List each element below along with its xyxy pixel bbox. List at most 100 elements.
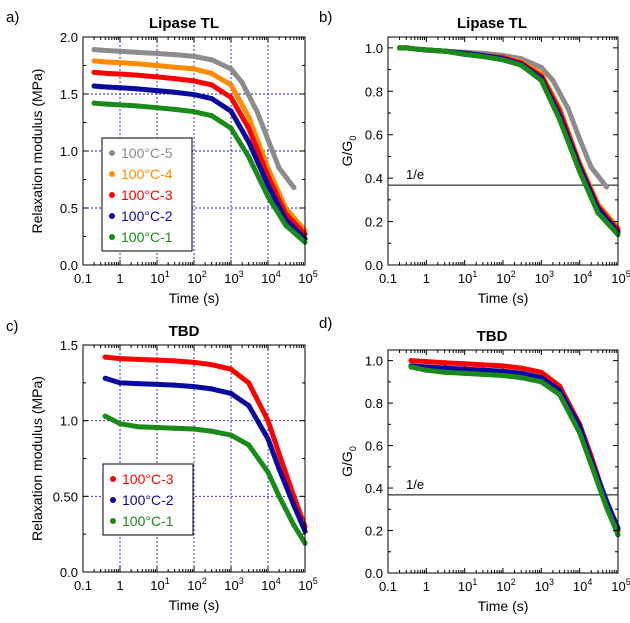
- x-tick-label: 103: [224, 269, 243, 286]
- chart-title: TBD: [169, 323, 200, 340]
- y-tick-label: 1.0: [365, 354, 383, 369]
- x-tick-label: 102: [187, 269, 206, 286]
- series-line: [91, 69, 308, 237]
- legend-marker: [110, 497, 116, 503]
- legend-label: 100°C-4: [121, 166, 173, 182]
- series-line: [102, 354, 308, 530]
- x-tick-label: 0.1: [74, 271, 92, 286]
- series-line: [102, 413, 308, 546]
- series-100-C-2: [91, 83, 308, 242]
- y-tick-label: 0.6: [365, 128, 383, 143]
- panel-label: c): [6, 318, 19, 335]
- x-tick-label: 101: [150, 269, 169, 286]
- y-tick-label: 0.6: [365, 439, 383, 454]
- y-tick-label: 0.5: [60, 201, 78, 216]
- x-tick-label: 101: [458, 269, 477, 286]
- x-tick-label: 105: [298, 269, 317, 286]
- x-tick-label: 103: [535, 577, 554, 594]
- legend-marker: [110, 476, 116, 482]
- series-3: [396, 45, 621, 236]
- series-line: [408, 364, 621, 538]
- x-tick-label: 105: [611, 577, 630, 594]
- legend-label: 100°C-3: [121, 187, 173, 203]
- legend-label: 100°C-5: [121, 145, 173, 161]
- panel-label: a): [6, 9, 19, 26]
- y-axis-label: G/G0: [339, 136, 358, 167]
- x-tick-label: 104: [573, 269, 592, 286]
- legend-marker: [109, 234, 115, 240]
- chart-title: TBD: [477, 328, 508, 345]
- series-line: [397, 45, 621, 231]
- y-tick-label: 0.50: [53, 489, 78, 504]
- legend: 100°C-5 100°C-4 100°C-3 100°C-2 100°C-1: [101, 137, 193, 252]
- x-tick-label: 102: [496, 269, 515, 286]
- series-2: [408, 364, 621, 538]
- x-tick-label: 105: [611, 269, 630, 286]
- y-tick-label: 0.4: [365, 481, 383, 496]
- legend-label: 100°C-2: [121, 208, 173, 224]
- plot-frame: [387, 349, 619, 574]
- panel-c: 0.1 1 101 102 103 104 105 0.0 0.50 1.0 1.5 Time (s)…: [6, 318, 318, 613]
- legend: 100°C-3 100°C-2 100°C-1: [102, 463, 194, 536]
- series-4: [396, 45, 621, 238]
- series-line: [397, 45, 621, 233]
- y-axis-label: Relaxation modulus (MPa): [29, 376, 45, 541]
- x-tick-label: 1: [116, 271, 123, 286]
- series-1: [396, 45, 621, 231]
- series-1: [408, 363, 621, 532]
- y-axis-label: G/G0: [339, 446, 358, 477]
- series-line: [397, 45, 621, 238]
- x-tick-label: 105: [298, 576, 317, 593]
- x-tick-label: 101: [150, 576, 169, 593]
- x-tick-label: 0.1: [74, 578, 92, 593]
- series-line: [91, 58, 308, 234]
- chart-title: Lipase TL: [457, 15, 527, 32]
- x-tick-label: 0.1: [379, 579, 397, 594]
- y-tick-label: 0.0: [60, 565, 78, 580]
- y-tick-label: 0.2: [365, 524, 383, 539]
- series-line: [91, 83, 308, 242]
- legend-marker: [110, 518, 116, 524]
- chart-title: Lipase TL: [149, 15, 219, 32]
- y-tick-label: 1.0: [60, 414, 78, 429]
- x-tick-label: 0.1: [379, 271, 397, 286]
- y-tick-label: 0.0: [365, 566, 383, 581]
- legend-box: [102, 463, 194, 536]
- legend-box: [101, 137, 193, 252]
- legend-marker: [109, 192, 115, 198]
- x-tick-label: 1: [423, 271, 430, 286]
- panel-d: 1/e 0.1 1 101 102 103 104 105 0.0 0.2 0.4 0.6 0.8 1.0…: [319, 315, 630, 614]
- series-2: [396, 45, 621, 233]
- x-tick-label: 1: [423, 579, 430, 594]
- series-line: [102, 375, 308, 534]
- legend-marker: [109, 171, 115, 177]
- y-tick-label: 0.2: [365, 215, 383, 230]
- y-tick-label: 1.0: [365, 41, 383, 56]
- series-line: [91, 100, 308, 245]
- series-line: [397, 45, 621, 235]
- legend-marker: [109, 213, 115, 219]
- x-axis-label: Time (s): [478, 290, 529, 306]
- x-tick-label: 103: [224, 576, 243, 593]
- x-tick-label: 1: [116, 578, 123, 593]
- y-tick-label: 1.5: [60, 338, 78, 353]
- legend-label: 100°C-1: [122, 513, 174, 529]
- panel-a: 0.1 1 101 102 103 104 105 0.0 0.5 1.0 1.5 2.0 Time (…: [6, 9, 318, 306]
- panel-label: d): [319, 315, 332, 332]
- x-tick-label: 104: [573, 577, 592, 594]
- x-tick-label: 104: [261, 576, 280, 593]
- series-100-C-5: [91, 46, 297, 191]
- series-100-C-1: [91, 100, 308, 245]
- annotation-1-over-e: 1/e: [406, 167, 424, 182]
- x-tick-label: 104: [261, 269, 280, 286]
- x-axis-label: Time (s): [478, 598, 529, 614]
- panel-b: 1/e 0.1 1 101 102 103 104 105 0.0 0.2 0.4 0.6 0.8 1.0…: [319, 9, 630, 306]
- x-tick-label: 103: [535, 269, 554, 286]
- legend-marker: [109, 150, 115, 156]
- panel-label: b): [319, 9, 332, 26]
- y-tick-label: 0.4: [365, 171, 383, 186]
- series-line: [91, 47, 297, 190]
- y-tick-label: 0.0: [60, 258, 78, 273]
- y-axis-label: Relaxation modulus (MPa): [29, 69, 45, 234]
- x-tick-label: 101: [458, 577, 477, 594]
